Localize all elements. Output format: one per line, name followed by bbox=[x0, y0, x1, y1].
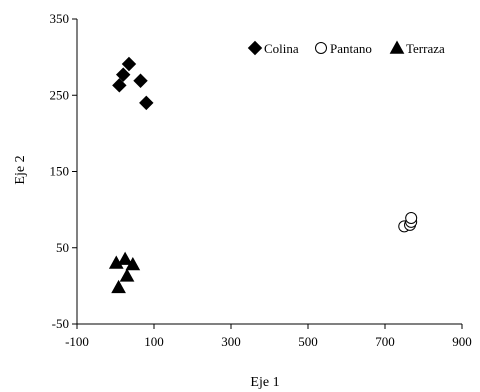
terraza-point bbox=[125, 256, 141, 271]
axes bbox=[72, 18, 463, 329]
y-tick-label: 150 bbox=[50, 164, 70, 179]
x-axis-label: Eje 1 bbox=[250, 375, 279, 390]
pantano-point bbox=[405, 212, 418, 225]
x-tick-label: 900 bbox=[452, 334, 472, 349]
legend-label-terraza: Terraza bbox=[406, 41, 445, 56]
legend-label-pantano: Pantano bbox=[330, 41, 372, 56]
legend: Colina Pantano Terraza bbox=[247, 40, 445, 56]
y-tick-label: 50 bbox=[56, 240, 69, 255]
legend-label-colina: Colina bbox=[264, 41, 299, 56]
x-tick-label: -100 bbox=[65, 334, 89, 349]
legend-marker-terraza bbox=[389, 40, 405, 54]
colina-point bbox=[139, 95, 154, 111]
terraza-point bbox=[119, 268, 135, 282]
terraza-point bbox=[117, 251, 133, 265]
y-tick-label: 350 bbox=[50, 11, 70, 26]
x-tick-label: 700 bbox=[375, 334, 395, 349]
colina-point bbox=[121, 56, 137, 72]
y-axis-label: Eje 2 bbox=[13, 155, 28, 184]
x-tick-label: 100 bbox=[144, 334, 164, 349]
data-points bbox=[108, 56, 418, 294]
legend-marker-pantano bbox=[315, 42, 327, 54]
tick-labels: -100 100 300 500 700 900 -50 50 150 250 350 bbox=[50, 11, 472, 349]
colina-point bbox=[115, 67, 131, 82]
y-tick-label: -50 bbox=[52, 316, 69, 331]
legend-marker-colina bbox=[247, 40, 263, 56]
y-tick-label: 250 bbox=[50, 87, 70, 102]
terraza-point bbox=[111, 279, 126, 294]
x-tick-label: 500 bbox=[298, 334, 318, 349]
colina-point bbox=[112, 78, 127, 93]
colina-point bbox=[133, 73, 148, 88]
x-tick-label: 300 bbox=[221, 334, 241, 349]
